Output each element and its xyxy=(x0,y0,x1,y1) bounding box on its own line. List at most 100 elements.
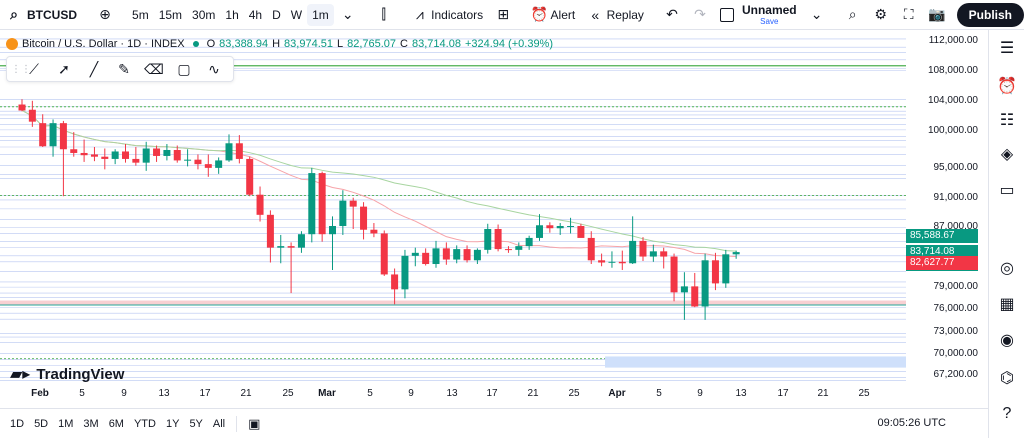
range-all[interactable]: All xyxy=(212,417,226,430)
candle xyxy=(28,100,36,127)
candle xyxy=(515,242,523,256)
alerts-icon[interactable]: ⏰ xyxy=(997,78,1017,95)
range-3m[interactable]: 3M xyxy=(83,417,99,430)
line-tool-icon[interactable]: ╱ xyxy=(89,60,99,77)
trend-line-tool-icon[interactable]: ⟋ xyxy=(29,60,39,77)
candle xyxy=(39,114,47,148)
streams-icon[interactable]: ◉ xyxy=(1000,332,1014,349)
timeframe-1h[interactable]: 1h xyxy=(225,7,239,22)
cursor-tool-icon[interactable]: ➚ xyxy=(58,60,70,77)
candle xyxy=(122,144,129,163)
rectangle-tool-icon[interactable]: ▢ xyxy=(177,60,191,77)
timeframe-d[interactable]: D xyxy=(272,7,281,22)
candle xyxy=(722,249,730,288)
price-axis[interactable]: 112,000.00 108,000.00 104,000.00 100,000.00… xyxy=(906,30,988,408)
candle-body xyxy=(649,251,657,257)
clock[interactable]: 09:05:26 UTC xyxy=(877,417,946,429)
eraser-tool-icon[interactable]: ⌫ xyxy=(144,60,164,77)
replay-button[interactable]: « Replay xyxy=(581,0,650,30)
symbol-label: BTCUSD xyxy=(27,7,77,22)
watchlist-icon[interactable]: ☰ xyxy=(999,40,1015,57)
candle xyxy=(660,247,668,269)
timeframe-1m[interactable]: 1m xyxy=(307,3,334,26)
range-5y[interactable]: 5Y xyxy=(189,417,203,430)
layout-dropdown[interactable]: ⌄ xyxy=(803,0,831,30)
redo-button[interactable]: ↷ xyxy=(686,0,714,30)
chart-type-button[interactable]: ⫿ xyxy=(370,0,398,30)
candle xyxy=(680,272,688,320)
alert-button[interactable]: ⏰ Alert xyxy=(525,0,581,30)
timeframe-w[interactable]: W xyxy=(290,7,303,22)
go-to-date-icon[interactable]: ▣ xyxy=(248,415,261,431)
candle-body xyxy=(360,206,368,230)
candle-body xyxy=(484,228,492,250)
time-label: 5 xyxy=(367,388,373,399)
legend-title[interactable]: Bitcoin / U.S. Dollar · 1D · INDEX xyxy=(22,38,185,50)
compare-button[interactable]: ⊕ xyxy=(91,0,119,30)
timeframe-15m[interactable]: 15m xyxy=(158,7,183,22)
candle xyxy=(49,119,57,157)
range-1d[interactable]: 1D xyxy=(10,417,25,430)
snapshot-button[interactable]: 📷 xyxy=(923,0,951,30)
candle-body xyxy=(691,286,699,307)
candle xyxy=(70,132,78,157)
candle-body xyxy=(59,123,67,150)
candle-body xyxy=(173,149,181,161)
candle-body xyxy=(308,173,316,235)
candle-body xyxy=(504,249,512,251)
quick-search-button[interactable]: ⌕ xyxy=(839,0,867,30)
candle-body xyxy=(256,194,264,215)
timeframe-dropdown[interactable]: ⌄ xyxy=(334,0,362,30)
chat-icon[interactable]: ▭ xyxy=(999,182,1015,199)
moving-averages xyxy=(21,110,737,258)
range-5d[interactable]: 5D xyxy=(34,417,49,430)
time-axis[interactable]: Feb 5 9 13 17 21 25 Mar 5 9 13 17 21 25 Apr 5 9 13 17 21 25 xyxy=(0,384,906,402)
legend-open-label: O xyxy=(206,38,216,50)
data-window-icon[interactable]: ☷ xyxy=(999,112,1015,129)
publish-button[interactable]: Publish xyxy=(956,2,1024,27)
moving-average-fast xyxy=(21,110,737,258)
range-1y[interactable]: 1Y xyxy=(165,417,180,430)
redo-icon: ↷ xyxy=(694,6,706,22)
price-label: 70,000.00 xyxy=(933,348,979,360)
candle xyxy=(204,154,212,177)
help-icon[interactable]: ? xyxy=(1002,405,1012,422)
range-6m[interactable]: 6M xyxy=(108,417,124,430)
timeframe-4h[interactable]: 4h xyxy=(248,7,263,22)
tv-icon: ▰▸ xyxy=(10,366,31,383)
candle-body xyxy=(184,159,192,161)
chart-pane[interactable]: Bitcoin / U.S. Dollar · 1D · INDEX O 83,3… xyxy=(0,30,988,408)
time-label: 13 xyxy=(446,388,458,399)
undo-button[interactable]: ↶ xyxy=(658,0,686,30)
timeframe-30m[interactable]: 30m xyxy=(192,7,216,22)
price-label: 76,000.00 xyxy=(933,303,979,315)
candle-body xyxy=(204,164,212,168)
layouts-button[interactable]: ⊞ xyxy=(489,0,517,30)
drag-handle-icon[interactable]: ⋮⋮ xyxy=(11,63,31,75)
range-1m[interactable]: 1M xyxy=(58,417,74,430)
timeframe-5m[interactable]: 5m xyxy=(132,7,149,22)
path-tool-icon[interactable]: ∿ xyxy=(208,60,220,77)
camera-icon: 📷 xyxy=(927,6,946,22)
candle xyxy=(194,154,202,170)
candle xyxy=(153,145,161,162)
layers-icon[interactable]: ◈ xyxy=(1000,146,1014,163)
moving-average-slow xyxy=(21,110,737,252)
range-ytd[interactable]: YTD xyxy=(133,417,156,430)
broadcast-icon[interactable]: ⌬ xyxy=(1000,370,1014,387)
indicators-button[interactable]: ⩘ Indicators xyxy=(406,0,489,30)
brush-tool-icon[interactable]: ✎ xyxy=(118,60,130,77)
candle xyxy=(308,167,316,243)
calendar-icon[interactable]: ▦ xyxy=(999,296,1015,313)
candlestick-chart[interactable] xyxy=(0,30,906,384)
symbol-search-button[interactable]: ⌕ BTCUSD xyxy=(0,0,83,30)
candle xyxy=(370,223,378,238)
settings-button[interactable]: ⚙ xyxy=(867,0,895,30)
undo-icon: ↶ xyxy=(666,6,678,22)
candle-body xyxy=(680,286,688,293)
indicators-icon: ⩘ xyxy=(415,6,424,22)
layout-name-button[interactable]: Unnamed Save xyxy=(714,0,803,30)
candle xyxy=(380,230,388,276)
ideas-icon[interactable]: ◎ xyxy=(1000,260,1014,277)
fullscreen-button[interactable]: ⛶ xyxy=(895,0,923,30)
